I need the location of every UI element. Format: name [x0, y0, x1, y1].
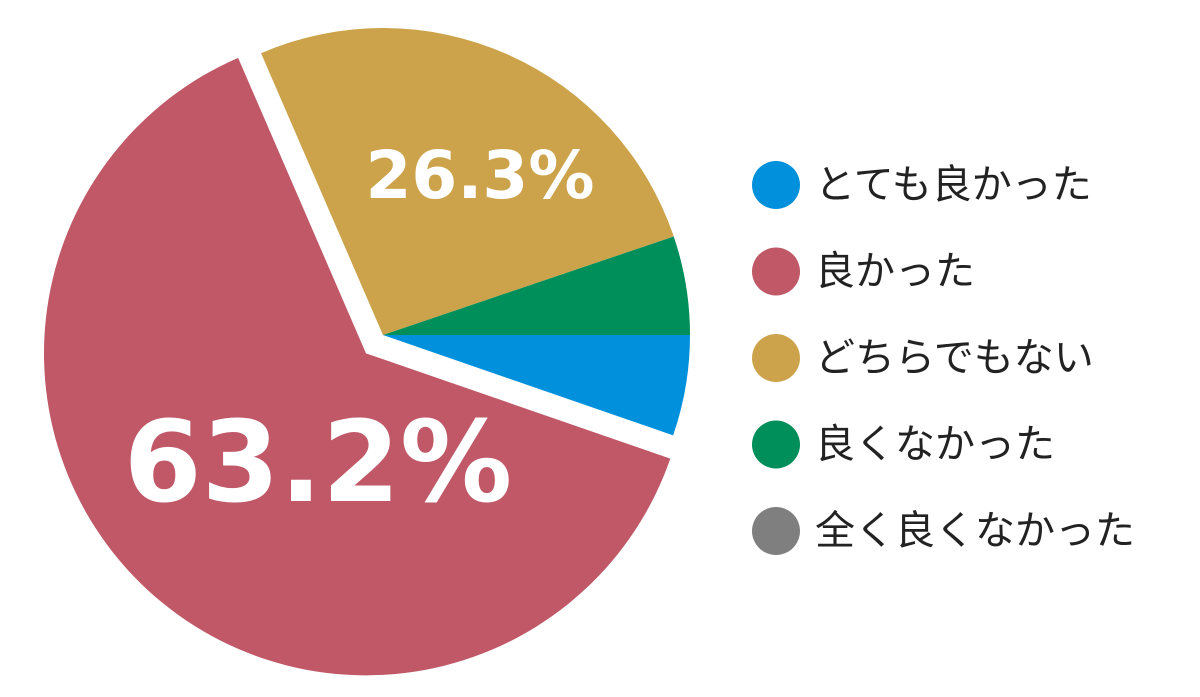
slice-label: 63.2% [124, 398, 513, 528]
legend-label: とても良かった [815, 162, 1092, 208]
legend-swatch [752, 334, 800, 382]
pie-slice [383, 236, 690, 335]
slice-label: 26.3% [366, 137, 595, 214]
pie-slice [261, 28, 674, 335]
legend-label: 良くなかった [815, 422, 1055, 468]
legend-label: 全く良くなかった [815, 508, 1135, 554]
pie-slice [44, 57, 671, 676]
legend-swatch [752, 420, 800, 469]
legend-swatch [752, 247, 800, 296]
legend-label: 良かった [815, 249, 975, 295]
legend-label: どちらでもない [815, 335, 1094, 381]
pie-slice [383, 335, 690, 436]
legend-swatch [752, 507, 800, 555]
legend-swatch [752, 161, 800, 209]
